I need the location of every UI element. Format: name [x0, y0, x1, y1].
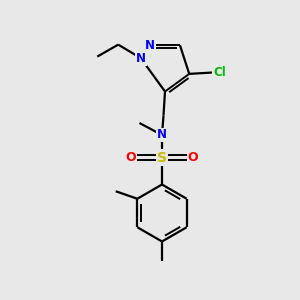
Text: N: N [145, 39, 155, 52]
Text: O: O [188, 151, 198, 164]
Text: N: N [136, 52, 146, 64]
Text: O: O [126, 151, 136, 164]
Text: N: N [157, 128, 167, 142]
Text: Cl: Cl [213, 66, 226, 79]
Text: S: S [157, 151, 167, 164]
